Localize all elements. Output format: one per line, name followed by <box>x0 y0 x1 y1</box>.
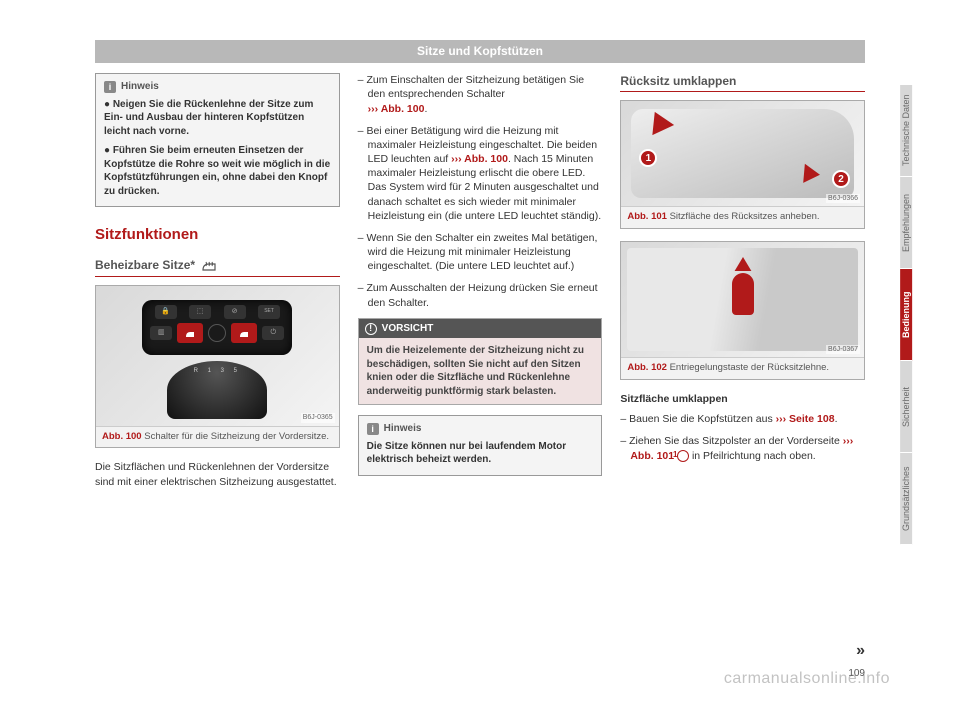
column-1: i Hinweis ● Neigen Sie die Rückenlehne d… <box>95 73 340 497</box>
vorsicht-label: VORSICHT <box>382 322 434 336</box>
info-icon: i <box>104 81 116 93</box>
page-title-bar: Sitze und Kopfstützen <box>95 40 865 63</box>
col1-paragraph: Die Sitzflächen und Rückenlehnen der Vor… <box>95 460 340 488</box>
col3-bullet-1: Bauen Sie die Kopfstützen aus ››› Seite … <box>620 412 865 426</box>
figure-100-tag: B6J-0365 <box>301 413 335 422</box>
inline-marker-1: 1 <box>677 450 689 462</box>
tab-grundsaetzliches[interactable]: Grundsätzliches <box>900 453 912 545</box>
tab-bedienung[interactable]: Bedienung <box>900 269 912 361</box>
b2-ref: ››› Abb. 100 <box>451 153 508 165</box>
hinweis-bullet-1: ● Neigen Sie die Rückenlehne der Sitze z… <box>104 98 331 139</box>
b1-ref: ››› Abb. 100 <box>368 103 425 115</box>
subheading-beheizbare-sitze: Beheizbare Sitze* <box>95 257 340 276</box>
manual-page: Sitze und Kopfstützen i Hinweis ● Neigen… <box>95 40 865 680</box>
tab-empfehlungen[interactable]: Empfehlungen <box>900 177 912 269</box>
hinweis-head: i Hinweis <box>104 80 331 94</box>
b1a: Zum Einschalten der Sitzheizung betätige… <box>366 74 584 100</box>
figure-102-caption: Abb. 102 Entriegelungstaste der Rücksitz… <box>621 357 864 379</box>
abb-102-label: Abb. 102 <box>627 362 667 373</box>
col3-bullet-2: Ziehen Sie das Sitzpolster an der Vorder… <box>620 434 865 462</box>
c3b1ref: ››› Seite 108 <box>776 413 835 425</box>
figure-102-tag: B6J-0367 <box>826 345 860 354</box>
figure-101: 1 2 B6J-0366 Abb. 101 Sitzfläche des Rüc… <box>620 100 865 229</box>
figure-102-image: B6J-0367 <box>621 242 864 357</box>
watermark: carmanualsonline.info <box>724 668 890 690</box>
figure-102: B6J-0367 Abb. 102 Entriegelungstaste der… <box>620 241 865 380</box>
subheading-text: Beheizbare Sitze* <box>95 257 195 273</box>
continue-arrow: » <box>856 640 865 662</box>
figure-100-image: 🔒⬚⊘SET ▥ ⏻ R 1 3 5 B6J-0365 <box>96 286 339 426</box>
column-2: Zum Einschalten der Sitzheizung betätige… <box>358 73 603 497</box>
hinweis2-body: Die Sitze können nur bei laufendem Motor… <box>367 440 594 467</box>
hinweis2-label: Hinweis <box>384 422 422 436</box>
side-tabs: Technische Daten Empfehlungen Bedienung … <box>900 85 940 545</box>
figure-100-caption: Abb. 100 Schalter für die Sitzheizung de… <box>96 426 339 448</box>
hinweis-label: Hinweis <box>121 80 159 94</box>
tab-sicherheit[interactable]: Sicherheit <box>900 361 912 453</box>
hinweis2-head: i Hinweis <box>367 422 594 436</box>
subheading-ruecksitz: Rücksitz umklappen <box>620 73 865 92</box>
col2-bullet-4: Zum Ausschalten der Heizung drücken Sie … <box>358 281 603 309</box>
content-columns: i Hinweis ● Neigen Sie die Rückenlehne d… <box>95 73 865 497</box>
info-icon-2: i <box>367 423 379 435</box>
hinweis-box-2: i Hinweis Die Sitze können nur bei laufe… <box>358 415 603 476</box>
abb-100-text: Schalter für die Sitzheizung der Vorders… <box>144 431 329 442</box>
c3b1a: Bauen Sie die Kopfstützen aus <box>629 413 776 425</box>
vorsicht-body: Um die Heizelemente der Sitzheizung nich… <box>359 338 602 404</box>
tab-technische-daten[interactable]: Technische Daten <box>900 85 912 177</box>
col2-bullet-2: Bei einer Betätigung wird die Heizung mi… <box>358 124 603 223</box>
sub-bold-sitzflaeche: Sitzfläche umklappen <box>620 392 865 406</box>
column-3: Rücksitz umklappen 1 2 B6J-0366 Abb. 101… <box>620 73 865 497</box>
heading-sitzfunktionen: Sitzfunktionen <box>95 225 340 245</box>
figure-101-caption: Abb. 101 Sitzfläche des Rücksitzes anheb… <box>621 206 864 228</box>
abb-102-text: Entriegelungstaste der Rücksitzlehne. <box>670 362 829 373</box>
abb-101-text: Sitzfläche des Rücksitzes anheben. <box>670 211 820 222</box>
warning-icon: ! <box>365 323 377 335</box>
c3b2b: in Pfeilrichtung nach oben. <box>689 450 816 462</box>
figure-100: 🔒⬚⊘SET ▥ ⏻ R 1 3 5 B6J-0365 <box>95 285 340 449</box>
hinweis-box-1: i Hinweis ● Neigen Sie die Rückenlehne d… <box>95 73 340 207</box>
hinweis-bullet-2: ● Führen Sie beim erneuten Einsetzen der… <box>104 144 331 198</box>
abb-101-label: Abb. 101 <box>627 211 667 222</box>
abb-100-label: Abb. 100 <box>102 431 142 442</box>
figure-101-tag: B6J-0366 <box>826 194 860 203</box>
c3b2a: Ziehen Sie das Sitzpolster an der Vorder… <box>629 435 843 447</box>
vorsicht-head: ! VORSICHT <box>359 319 602 339</box>
col2-bullet-1: Zum Einschalten der Sitzheizung betätige… <box>358 73 603 116</box>
seat-heater-icon <box>201 260 217 272</box>
col2-bullet-3: Wenn Sie den Schalter ein zweites Mal be… <box>358 231 603 274</box>
figure-101-image: 1 2 B6J-0366 <box>621 101 864 206</box>
vorsicht-box: ! VORSICHT Um die Heizelemente der Sitzh… <box>358 318 603 406</box>
